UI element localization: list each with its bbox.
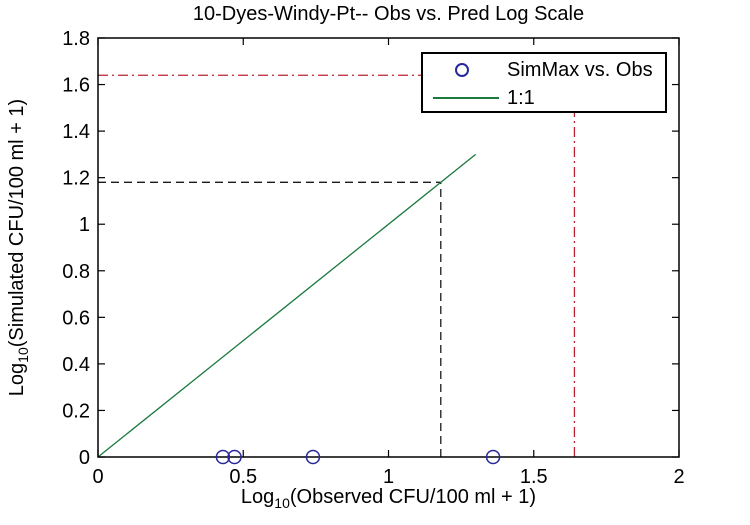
x-axis-label: Log10(Observed CFU/100 ml + 1) — [98, 486, 679, 511]
x-label-suffix: (Observed CFU/100 ml + 1) — [289, 486, 537, 508]
y-tick-label: 0.6 — [62, 307, 90, 329]
legend: SimMax vs. Obs 1:1 — [421, 52, 667, 113]
x-tick-label: 0 — [92, 466, 103, 488]
x-tick-label: 2 — [673, 466, 684, 488]
one-to-one-line — [97, 153, 477, 458]
x-label-prefix: Log — [240, 486, 275, 508]
x-label-subscript: 10 — [274, 495, 290, 511]
legend-label-simmax: SimMax vs. Obs — [507, 58, 653, 81]
legend-item-one-to-one: 1:1 — [423, 86, 665, 110]
legend-label-one-to-one: 1:1 — [507, 86, 535, 109]
y-tick-label: 0 — [79, 447, 90, 469]
data-point — [305, 449, 321, 465]
chart-title: 10-Dyes-Windy-Pt-- Obs vs. Pred Log Scal… — [192, 3, 585, 25]
data-point — [485, 449, 501, 465]
y-tick-label: 1.6 — [62, 75, 90, 97]
x-tick-label: 0.5 — [229, 466, 257, 488]
y-tick-label: 0.4 — [62, 354, 90, 376]
x-tick-label: 1.5 — [520, 466, 548, 488]
circle-marker-icon — [455, 63, 469, 77]
legend-marker-cell — [423, 97, 507, 99]
legend-item-simmax: SimMax vs. Obs — [423, 58, 665, 82]
data-point — [215, 449, 231, 465]
y-tick-label: 1.2 — [62, 168, 90, 190]
y-tick-label: 1 — [79, 214, 90, 236]
x-tick-label: 1 — [383, 466, 394, 488]
legend-marker-cell — [423, 63, 507, 77]
data-point — [227, 449, 242, 465]
line-marker-icon — [433, 97, 499, 99]
y-tick-label: 0.2 — [62, 400, 90, 422]
y-tick-label: 0.8 — [62, 261, 90, 283]
y-tick-label: 1.4 — [62, 121, 90, 143]
y-tick-label: 1.8 — [62, 28, 90, 50]
